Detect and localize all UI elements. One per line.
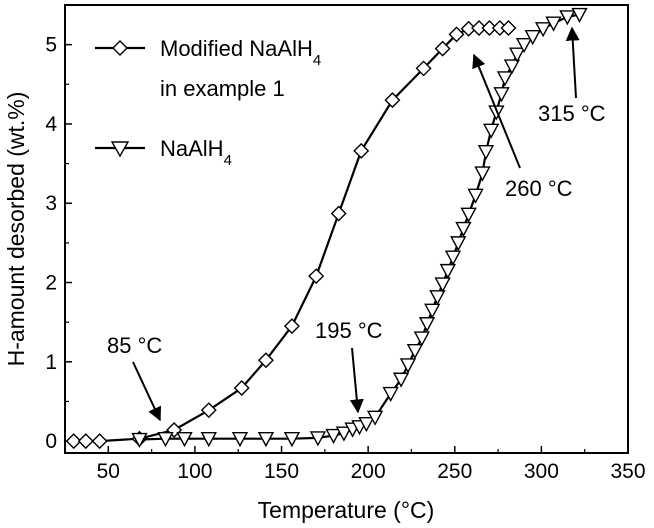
annotation-85c-arrow: [133, 362, 160, 420]
x-axis-title: Temperature (°C): [258, 497, 435, 523]
legend-label-modified-main: Modified NaAlH: [160, 36, 313, 61]
legend-label-modified: Modified NaAlH4: [160, 36, 321, 69]
annotation-260c: 260 °C: [505, 176, 573, 201]
data-point-triangle-down: [560, 11, 574, 24]
y-tick-label: 2: [45, 272, 57, 295]
annotation-195c: 195 °C: [315, 318, 383, 343]
data-point-diamond: [332, 207, 346, 221]
x-tick-label: 100: [177, 460, 212, 483]
legend-entry-modified: Modified NaAlH4 in example 1: [95, 36, 321, 101]
data-point-triangle-down: [469, 189, 483, 202]
y-tick-label: 0: [45, 430, 57, 453]
data-point-diamond: [202, 403, 216, 417]
data-point-diamond: [93, 434, 107, 448]
data-point-triangle-down: [498, 72, 512, 85]
data-point-triangle-down: [479, 146, 493, 159]
data-point-triangle-down: [462, 208, 476, 221]
x-tick-label: 150: [264, 460, 299, 483]
y-tick-label: 5: [45, 34, 57, 57]
legend-marker-diamond: [113, 41, 127, 55]
annotation-315c: 315 °C: [538, 101, 606, 126]
data-point-triangle-down: [456, 223, 470, 236]
x-axis-ticks: 50 100 150 200 250 300 350: [65, 446, 646, 483]
legend: Modified NaAlH4 in example 1 NaAlH4: [95, 36, 321, 169]
legend-label-naalh4-main: NaAlH: [160, 136, 224, 161]
data-point-diamond: [354, 144, 368, 158]
data-point-triangle-down: [408, 345, 422, 358]
data-point-triangle-down: [441, 265, 455, 278]
chart: 50 100 150 200 250 300 350 0 1 2 3 4 5 Temperature …: [0, 0, 654, 528]
y-tick-label: 4: [45, 113, 57, 136]
data-point-triangle-down: [475, 167, 489, 180]
x-tick-label: 350: [610, 460, 645, 483]
data-point-triangle-down: [425, 304, 439, 317]
x-tick-label: 250: [437, 460, 472, 483]
annotation-195c-arrow: [352, 348, 358, 412]
data-point-triangle-down: [451, 237, 465, 250]
legend-label-modified-sub: 4: [313, 52, 321, 69]
x-tick-label: 300: [524, 460, 559, 483]
data-point-triangle-down: [420, 318, 434, 331]
series-layer: [67, 9, 587, 449]
data-point-diamond: [309, 269, 323, 283]
legend-label-naalh4: NaAlH4: [160, 136, 232, 169]
plot-frame: [65, 5, 628, 453]
data-point-triangle-down: [510, 48, 524, 61]
data-point-triangle-down: [430, 291, 444, 304]
annotation-85c: 85 °C: [107, 333, 162, 358]
x-tick-label: 50: [97, 460, 120, 483]
y-axis-ticks: 0 1 2 3 4 5: [45, 34, 72, 453]
data-point-triangle-down: [415, 332, 429, 345]
legend-label-naalh4-sub: 4: [224, 152, 232, 169]
legend-label-modified-line2: in example 1: [160, 76, 285, 101]
data-point-diamond: [79, 434, 93, 448]
annotation-315c-arrow: [572, 28, 576, 98]
data-point-triangle-down: [495, 88, 509, 101]
series-line-0: [74, 28, 509, 441]
data-point-triangle-down: [446, 251, 460, 264]
y-tick-label: 3: [45, 192, 57, 215]
data-point-triangle-down: [384, 388, 398, 401]
data-point-triangle-down: [484, 124, 498, 137]
x-tick-label: 200: [351, 460, 386, 483]
y-axis-title: H-amount desorbed (wt.%): [3, 92, 29, 367]
data-point-diamond: [501, 21, 515, 35]
data-point-triangle-down: [401, 359, 415, 372]
data-point-triangle-down: [436, 278, 450, 291]
y-tick-label: 1: [45, 351, 57, 374]
legend-entry-naalh4: NaAlH4: [95, 136, 232, 169]
